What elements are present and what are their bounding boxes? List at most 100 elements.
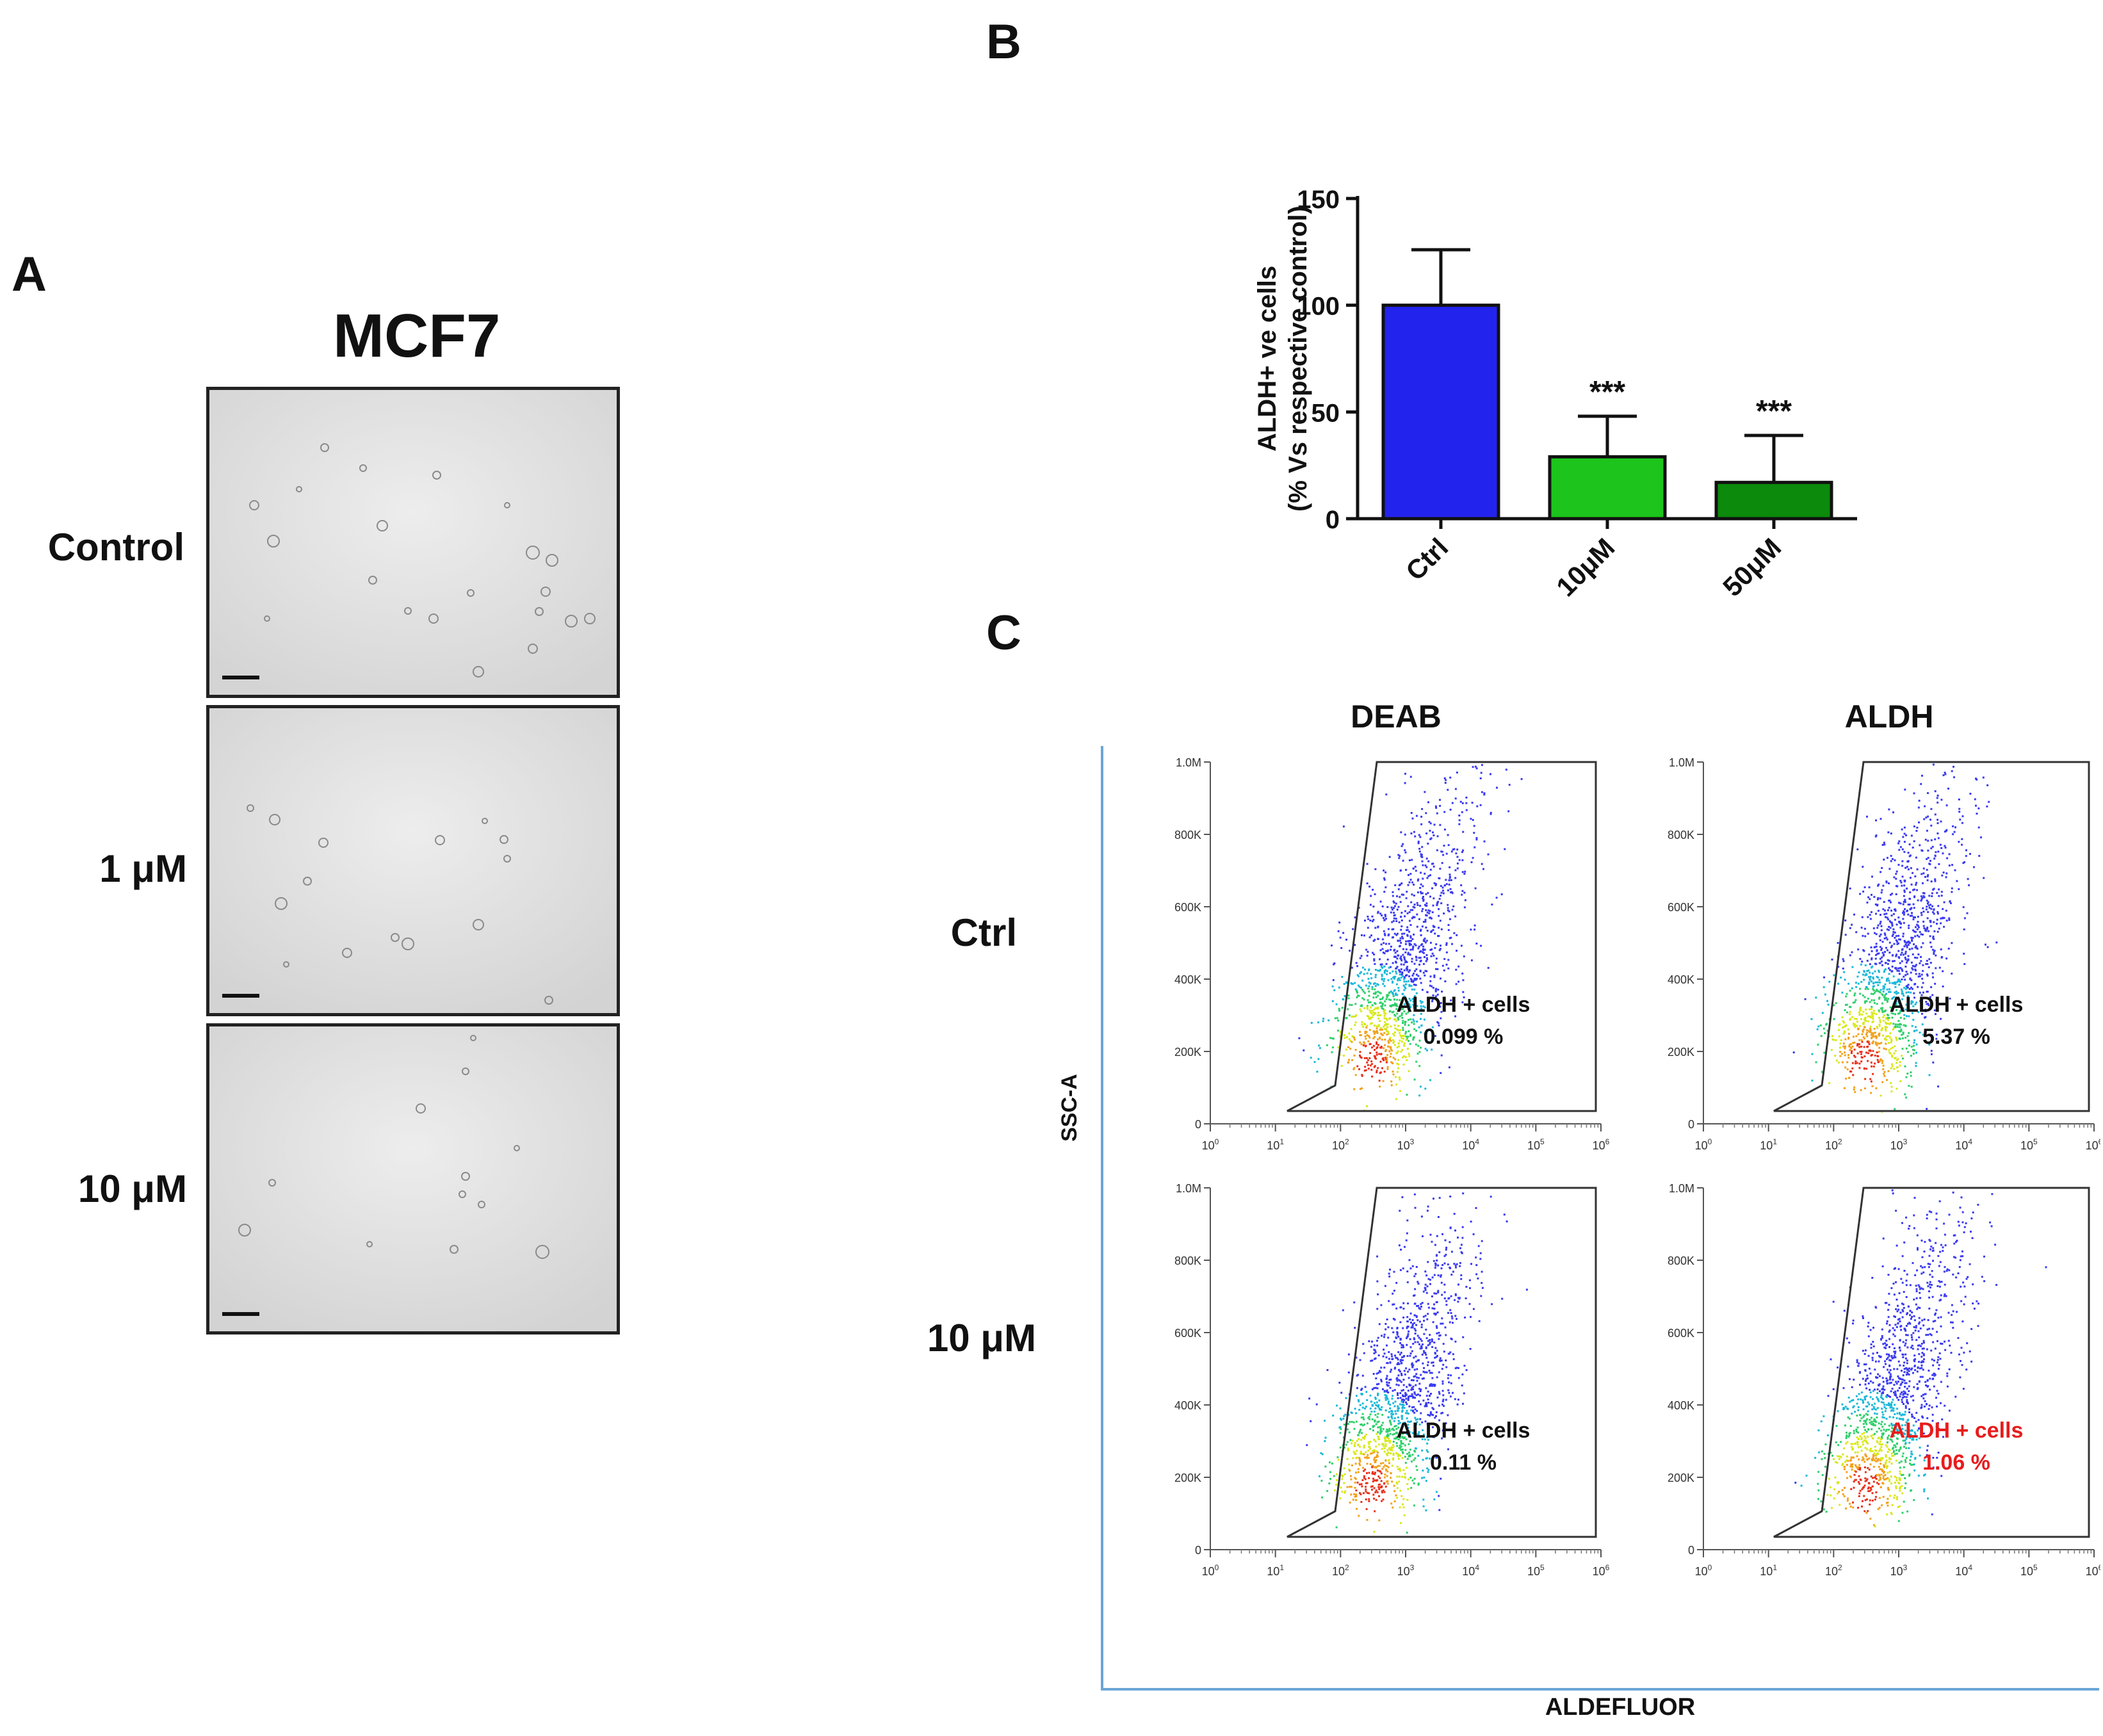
flow-x-tick-label-1-0: 100: [1695, 1137, 1712, 1152]
flow-x-tick-label-0-3: 103: [1397, 1137, 1415, 1152]
micrograph-10um-image: [209, 1026, 617, 1331]
flow-y-tick-label-3-0: 1.0M: [1669, 1182, 1694, 1195]
flow-scatter-3: [1794, 1189, 2047, 1528]
flow-x-tick-label-1-3: 103: [1890, 1137, 1908, 1152]
flow-x-tick-label-3-0: 100: [1695, 1563, 1712, 1578]
x-axis-label-aldefluor: ALDEFLUOR: [1545, 1694, 1696, 1721]
bar-y-tick-label-1: 50: [1311, 399, 1340, 427]
flow-x-tick-label-0-5: 105: [1527, 1137, 1545, 1152]
flow-y-tick-label-2-1: 800K: [1174, 1254, 1201, 1267]
micrograph-control-image: [209, 390, 617, 695]
flow-gate-percent-1: 5.37 %: [1922, 1025, 1990, 1049]
flow-gate-1: [1773, 761, 2090, 1112]
row-label-control: Control: [47, 526, 184, 569]
y-axis-label-ssc: SSC-A: [1057, 1074, 1082, 1142]
col-head-deab: DEAB: [1351, 699, 1441, 734]
flow-gate-percent-3: 1.06 %: [1922, 1450, 1990, 1475]
flow-gate-percent-0: 0.099 %: [1424, 1025, 1504, 1049]
flow-gate-0: [1287, 761, 1597, 1112]
bar-significance-2: ***: [1756, 394, 1792, 428]
flow-scatter-1: [1792, 763, 1998, 1113]
flow-y-tick-label-1-3: 400K: [1668, 973, 1694, 986]
flow-y-tick-label-3-2: 600K: [1668, 1327, 1694, 1340]
flow-x-tick-label-3-5: 105: [2020, 1563, 2038, 1578]
flow-x-tick-label-2-6: 106: [1593, 1563, 1610, 1578]
flow-y-tick-label-2-5: 0: [1195, 1544, 1201, 1557]
flow-y-tick-label-2-2: 600K: [1174, 1327, 1201, 1340]
flow-gate-3: [1773, 1187, 2090, 1538]
flow-x-tick-label-3-2: 102: [1825, 1563, 1842, 1578]
bar-2: [1714, 480, 1833, 521]
col-head-aldh: ALDH: [1844, 699, 1934, 734]
flow-x-tick-label-3-4: 104: [1955, 1563, 1972, 1578]
flow-x-tick-label-0-6: 106: [1593, 1137, 1610, 1152]
flow-y-tick-label-0-3: 400K: [1174, 973, 1201, 986]
bar-y-tick-label-3: 150: [1297, 186, 1340, 214]
flow-x-tick-label-1-5: 105: [2020, 1137, 2038, 1152]
flow-y-tick-label-1-5: 0: [1688, 1118, 1694, 1131]
c-row-label-ctrl: Ctrl: [950, 911, 1017, 954]
flow-y-tick-label-1-1: 800K: [1668, 829, 1694, 841]
flow-y-tick-label-0-2: 600K: [1174, 901, 1201, 914]
flow-y-tick-label-1-2: 600K: [1668, 901, 1694, 914]
micrograph-1um: [206, 705, 620, 1016]
flow-frame: [1101, 746, 2099, 1691]
flow-y-tick-label-0-4: 200K: [1174, 1046, 1201, 1059]
flow-x-tick-label-1-4: 104: [1955, 1137, 1972, 1152]
flow-scatter-2: [1306, 1192, 1528, 1534]
flow-x-tick-label-2-3: 103: [1397, 1563, 1415, 1578]
flow-x-tick-label-0-0: 100: [1202, 1137, 1219, 1152]
bar-y-tick-label-0: 0: [1326, 506, 1340, 534]
flow-x-tick-label-2-2: 102: [1332, 1563, 1349, 1578]
c-row-label-10um: 10 μM: [927, 1317, 1036, 1359]
flow-x-tick-label-3-3: 103: [1890, 1563, 1908, 1578]
bar-0: [1381, 304, 1500, 521]
bar-x-label-0: Ctrl: [1400, 532, 1454, 586]
flow-gate-2: [1287, 1187, 1597, 1538]
flow-y-tick-label-0-0: 1.0M: [1176, 756, 1201, 769]
bar-x-label-2: 50μM: [1717, 532, 1787, 602]
flow-y-tick-label-3-4: 200K: [1668, 1472, 1694, 1484]
flow-x-tick-label-0-1: 101: [1267, 1137, 1284, 1152]
panel-a-title: MCF7: [333, 302, 501, 370]
flow-x-tick-label-2-0: 100: [1202, 1563, 1219, 1578]
flow-gate-label-3: ALDH + cells: [1890, 1418, 2024, 1443]
flow-x-tick-label-2-1: 101: [1267, 1563, 1284, 1578]
flow-x-tick-label-1-1: 101: [1760, 1137, 1777, 1152]
flow-y-tick-label-3-5: 0: [1688, 1544, 1694, 1557]
flow-gate-percent-2: 0.11 %: [1430, 1450, 1497, 1475]
flow-y-tick-label-0-5: 0: [1195, 1118, 1201, 1131]
flow-x-tick-label-3-6: 106: [2086, 1563, 2100, 1578]
flow-y-tick-label-3-1: 800K: [1668, 1254, 1694, 1267]
bar-chart: 0 50 100 150 ALDH+ ve cells (% Vs respective …: [1253, 186, 1857, 602]
flow-y-tick-label-1-0: 1.0M: [1669, 756, 1694, 769]
flow-x-tick-label-1-2: 102: [1825, 1137, 1842, 1152]
panel-c-letter: C: [986, 606, 1021, 660]
row-label-1um: 1 μM: [99, 847, 187, 890]
flow-gate-label-2: ALDH + cells: [1397, 1418, 1531, 1443]
bar-x-label-1: 10μM: [1550, 532, 1620, 602]
flow-x-tick-label-2-4: 104: [1462, 1563, 1479, 1578]
flow-y-tick-label-3-3: 400K: [1668, 1399, 1694, 1412]
flow-x-tick-label-0-2: 102: [1332, 1137, 1349, 1152]
flow-x-tick-label-0-4: 104: [1462, 1137, 1479, 1152]
flow-y-tick-label-2-3: 400K: [1174, 1399, 1201, 1412]
flow-gate-label-1: ALDH + cells: [1890, 993, 2024, 1017]
micrograph-control: [206, 387, 620, 698]
flow-scatter-0: [1298, 764, 1523, 1112]
row-label-10um: 10 μM: [77, 1167, 187, 1210]
flow-x-tick-label-2-5: 105: [1527, 1563, 1545, 1578]
bar-y-label-line1: ALDH+ ve cells: [1253, 266, 1281, 451]
bar-significance-1: ***: [1589, 375, 1625, 409]
micrograph-1um-image: [209, 708, 617, 1013]
flow-x-tick-label-1-6: 106: [2086, 1137, 2100, 1152]
micrograph-10um: [206, 1023, 620, 1334]
flow-gate-label-0: ALDH + cells: [1397, 993, 1531, 1017]
flow-y-tick-label-2-0: 1.0M: [1176, 1182, 1201, 1195]
panel-a-letter: A: [12, 247, 47, 302]
panel-b-letter: B: [986, 15, 1021, 69]
flow-y-tick-label-2-4: 200K: [1174, 1472, 1201, 1484]
